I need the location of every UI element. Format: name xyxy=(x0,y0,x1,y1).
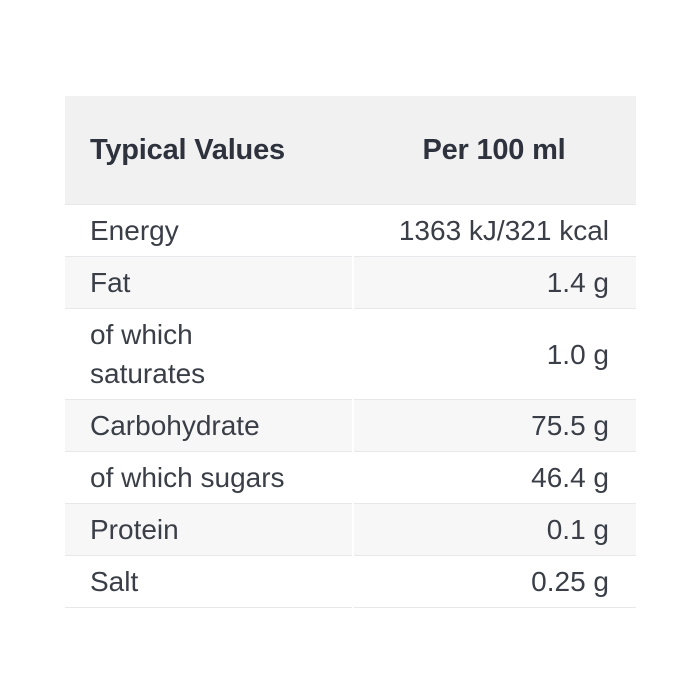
row-value: 1.4 g xyxy=(546,267,609,298)
row-label: Salt xyxy=(90,566,139,597)
table-row-salt: Salt 0.25 g xyxy=(65,556,636,608)
row-value: 46.4 g xyxy=(531,462,609,493)
row-label: Carbohydrate xyxy=(90,410,260,441)
table-row-fat: Fat 1.4 g xyxy=(65,257,636,309)
table-row-carbohydrate: Carbohydrate 75.5 g xyxy=(65,400,636,452)
header-typical-values: Typical Values xyxy=(90,133,285,166)
table-row-saturates: of which saturates 1.0 g xyxy=(65,309,636,400)
row-label: Energy xyxy=(90,215,179,246)
nutrition-table: Typical Values Per 100 ml Energy 1363 kJ… xyxy=(65,96,636,609)
row-label: Protein xyxy=(90,514,179,545)
table-body: Energy 1363 kJ/321 kcal Fat 1.4 g of whi… xyxy=(65,205,636,609)
row-value: 0.25 g xyxy=(531,566,609,597)
table-row-protein: Protein 0.1 g xyxy=(65,504,636,556)
table-row-sugars: of which sugars 46.4 g xyxy=(65,452,636,504)
header-per-100ml: Per 100 ml xyxy=(422,133,566,166)
table-row-energy: Energy 1363 kJ/321 kcal xyxy=(65,205,636,257)
row-value: 1.0 g xyxy=(546,338,609,370)
column-divider xyxy=(352,205,354,609)
row-label: of which sugars xyxy=(90,462,285,493)
row-label: Fat xyxy=(90,267,131,298)
table-header-row: Typical Values Per 100 ml xyxy=(65,96,636,205)
row-value: 0.1 g xyxy=(546,514,609,545)
row-value: 75.5 g xyxy=(531,410,609,441)
row-value: 1363 kJ/321 kcal xyxy=(398,215,609,246)
row-label: of which saturates xyxy=(90,319,206,389)
